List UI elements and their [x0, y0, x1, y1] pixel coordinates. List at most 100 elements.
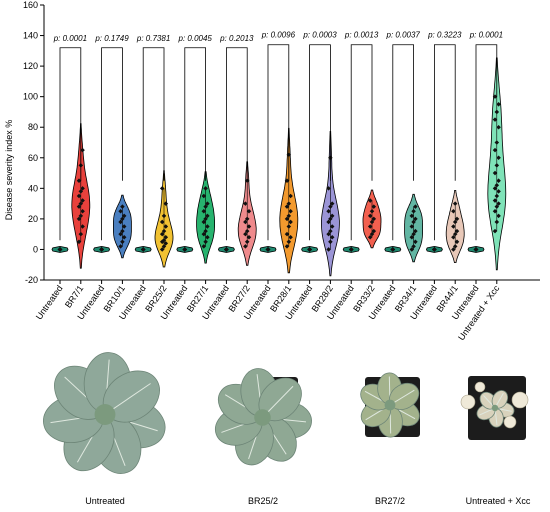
- p-value-label: p: 0.3223: [427, 31, 462, 40]
- data-point: [121, 234, 127, 240]
- violin-br10-1: [113, 194, 132, 259]
- bracket: p: 0.3223: [427, 31, 462, 241]
- data-point: [432, 247, 437, 252]
- violin-br25-2: [154, 170, 174, 268]
- data-point: [329, 213, 335, 219]
- x-tick-labels: UntreatedBR7/1UntreatedBR10/1UntreatedBR…: [34, 283, 502, 342]
- violin-br27-2: [237, 161, 257, 266]
- plant-rosette: [460, 376, 529, 440]
- data-point: [286, 213, 292, 219]
- bracket: p: 0.0045: [178, 34, 213, 241]
- violin-untreated: [176, 245, 194, 253]
- bracket: p: 0.0001: [469, 31, 503, 241]
- bracket: p: 0.0096: [261, 31, 296, 241]
- data-point: [371, 204, 377, 209]
- plant-center: [94, 404, 116, 425]
- data-point: [284, 178, 290, 183]
- p-value-label: p: 0.0013: [344, 31, 379, 40]
- y-tick-label: 80: [28, 122, 38, 132]
- data-point: [57, 247, 63, 252]
- data-point: [371, 228, 377, 234]
- plant-photo-br27-2: [360, 372, 420, 438]
- bracket: p: 0.0001: [53, 34, 87, 241]
- data-point: [120, 204, 125, 209]
- p-value-label: p: 0.0096: [261, 31, 296, 40]
- data-point: [326, 186, 331, 191]
- bracket: p: 0.2013: [219, 34, 254, 241]
- dead-leaf: [460, 394, 476, 410]
- data-point: [494, 183, 500, 188]
- violin-br7-1: [71, 123, 91, 269]
- violin-untreated: [134, 245, 152, 253]
- bracket-line: [226, 47, 248, 241]
- violin-br33-2: [362, 189, 382, 249]
- bracket-line: [350, 44, 373, 241]
- bracket: p: 0.1749: [94, 34, 129, 241]
- data-point: [76, 204, 82, 209]
- data-point: [286, 239, 292, 245]
- y-tick-label: 60: [28, 153, 38, 163]
- data-point: [78, 201, 84, 206]
- photo-caption: Untreated + Xcc: [465, 496, 531, 506]
- data-point: [452, 219, 458, 225]
- bracket-line: [434, 44, 456, 241]
- bracket: p: 0.0003: [302, 31, 337, 241]
- y-tick-label: 140: [23, 31, 38, 41]
- y-tick-label: -20: [25, 275, 38, 285]
- data-point: [409, 234, 415, 240]
- data-point: [286, 201, 292, 206]
- x-tick-label: Untreated: [34, 283, 65, 321]
- data-point: [413, 216, 418, 222]
- data-point: [409, 213, 415, 219]
- data-point: [390, 247, 396, 252]
- plant-rosette: [214, 368, 312, 466]
- data-point: [494, 140, 500, 145]
- data-point: [492, 147, 498, 153]
- data-point: [452, 244, 458, 249]
- bracket-line: [142, 47, 165, 241]
- plant-photo-untreated-xcc: [460, 376, 529, 440]
- data-point: [76, 178, 82, 183]
- data-point: [411, 219, 416, 225]
- p-value-label: p: 0.0045: [178, 34, 213, 43]
- data-point: [454, 216, 460, 222]
- data-point: [76, 239, 82, 245]
- data-point: [494, 204, 500, 209]
- violin-untreated: [467, 245, 485, 253]
- data-point: [367, 213, 373, 219]
- data-point: [120, 239, 125, 245]
- data-point: [76, 193, 82, 199]
- violin-untreated: [217, 245, 235, 253]
- bracket: p: 0.7381: [136, 34, 170, 241]
- p-value-label: p: 0.0037: [386, 31, 421, 40]
- data-point: [284, 244, 290, 249]
- data-point: [121, 213, 127, 219]
- data-point: [120, 216, 125, 222]
- plant-rosette: [360, 372, 420, 438]
- violin-br27-1: [196, 171, 215, 264]
- data-point: [307, 247, 312, 252]
- violin-untreated-xcc: [487, 57, 507, 271]
- bracket-line: [309, 44, 331, 241]
- bracket-line: [392, 44, 414, 241]
- violin-untreated: [384, 245, 402, 253]
- data-point: [286, 224, 292, 229]
- bracket-line: [267, 44, 290, 241]
- bracket: p: 0.0013: [344, 31, 379, 241]
- photo-caption: BR25/2: [247, 496, 279, 506]
- data-point: [78, 231, 84, 237]
- data-point: [121, 224, 127, 229]
- data-point: [369, 219, 375, 225]
- p-value-label: p: 0.1749: [94, 34, 129, 43]
- violin-untreated: [51, 245, 69, 253]
- data-point: [328, 216, 333, 222]
- data-point: [451, 224, 456, 229]
- p-value-label: p: 0.0001: [53, 34, 87, 43]
- data-point: [409, 247, 415, 252]
- data-point: [348, 247, 354, 252]
- violin-br44-1: [445, 190, 465, 263]
- data-point: [118, 208, 123, 214]
- bracket-line: [475, 44, 498, 241]
- plant-photo-br25-2: [214, 368, 312, 466]
